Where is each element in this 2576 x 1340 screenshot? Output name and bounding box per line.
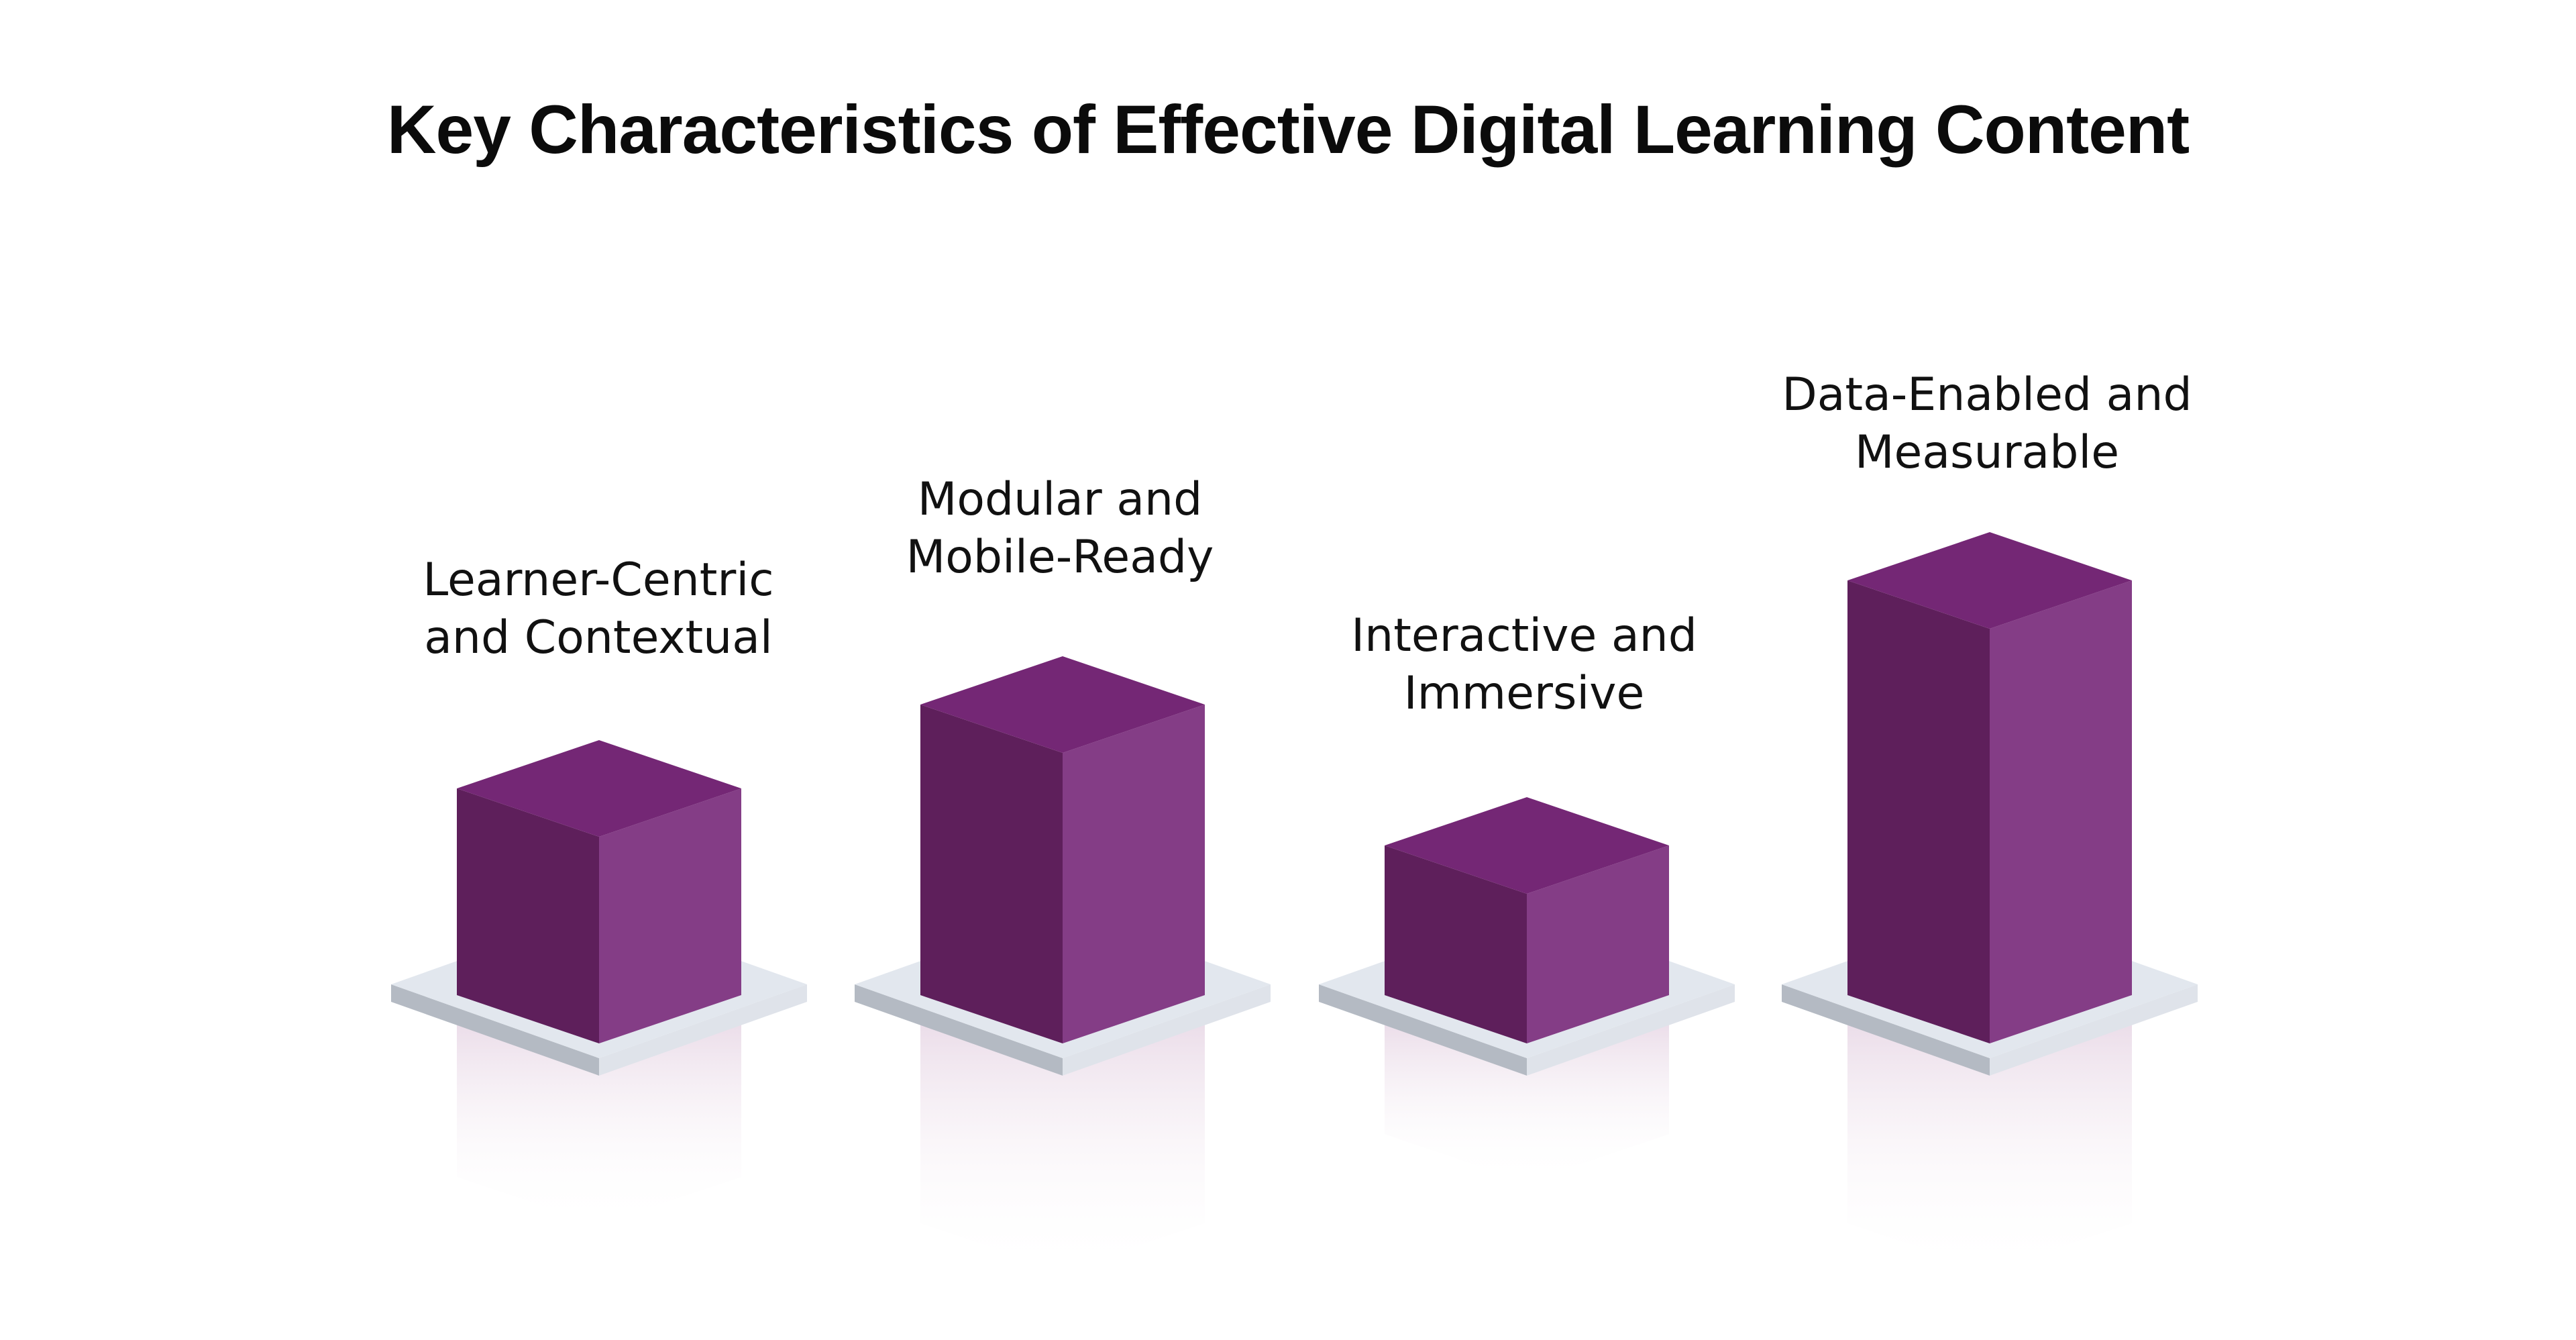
pillar-left-face [920, 705, 1063, 1043]
pillar-right-face [1990, 580, 2132, 1043]
pillar-reflection [457, 1022, 741, 1225]
pillar-label-line: Mobile-Ready [906, 531, 1214, 584]
pillar-top-face [920, 656, 1205, 753]
pillar-reflection [1385, 1022, 1669, 1183]
pillar-reflection [1847, 1022, 2132, 1272]
pillar-left-face [1847, 580, 1990, 1043]
pillar-label-line: Immersive [1403, 667, 1645, 720]
pillar-reflection [920, 1022, 1205, 1272]
platform-left-edge [1319, 984, 1527, 1076]
pillar-label-line: Modular and [917, 473, 1203, 526]
page-title: Key Characteristics of Effective Digital… [386, 91, 2190, 168]
pillar-data-enabled [1782, 532, 2198, 1272]
pillar-label-line: and Contextual [424, 611, 773, 664]
platform-left-edge [855, 984, 1063, 1076]
pillar-label-line: Measurable [1854, 426, 2120, 479]
pillar-right-face [1063, 705, 1205, 1043]
pillar-label-modular: Modular and Mobile-Ready [805, 471, 1315, 586]
pillar-top-face [1847, 532, 2132, 629]
platform-left-edge [1782, 984, 1990, 1076]
pillar-label-data-enabled: Data-Enabled and Measurable [1732, 366, 2242, 482]
pillar-left-face [1385, 845, 1527, 1043]
pillar-label-line: Interactive and [1351, 609, 1697, 662]
platform-right-edge [1990, 984, 2198, 1076]
pillar-right-face [1527, 845, 1669, 1043]
pillar-label-line: Learner-Centric [423, 554, 774, 607]
pillar-modular [855, 656, 1271, 1272]
pillar-label-interactive: Interactive and Immersive [1269, 607, 1779, 723]
pillar-label-line: Data-Enabled and [1782, 368, 2192, 421]
platform-right-edge [1527, 984, 1735, 1076]
pillar-learner-centric [391, 740, 807, 1225]
platform-left-edge [391, 984, 599, 1076]
platform-right-edge [599, 984, 807, 1076]
pillar-top-face [457, 740, 741, 837]
pillar-label-learner-centric: Learner-Centric and Contextual [343, 552, 853, 667]
platform-right-edge [1063, 984, 1271, 1076]
pillar-left-face [457, 788, 599, 1043]
pillar-top-face [1385, 797, 1669, 894]
pillar-right-face [599, 788, 741, 1043]
pillar-interactive [1319, 797, 1735, 1183]
